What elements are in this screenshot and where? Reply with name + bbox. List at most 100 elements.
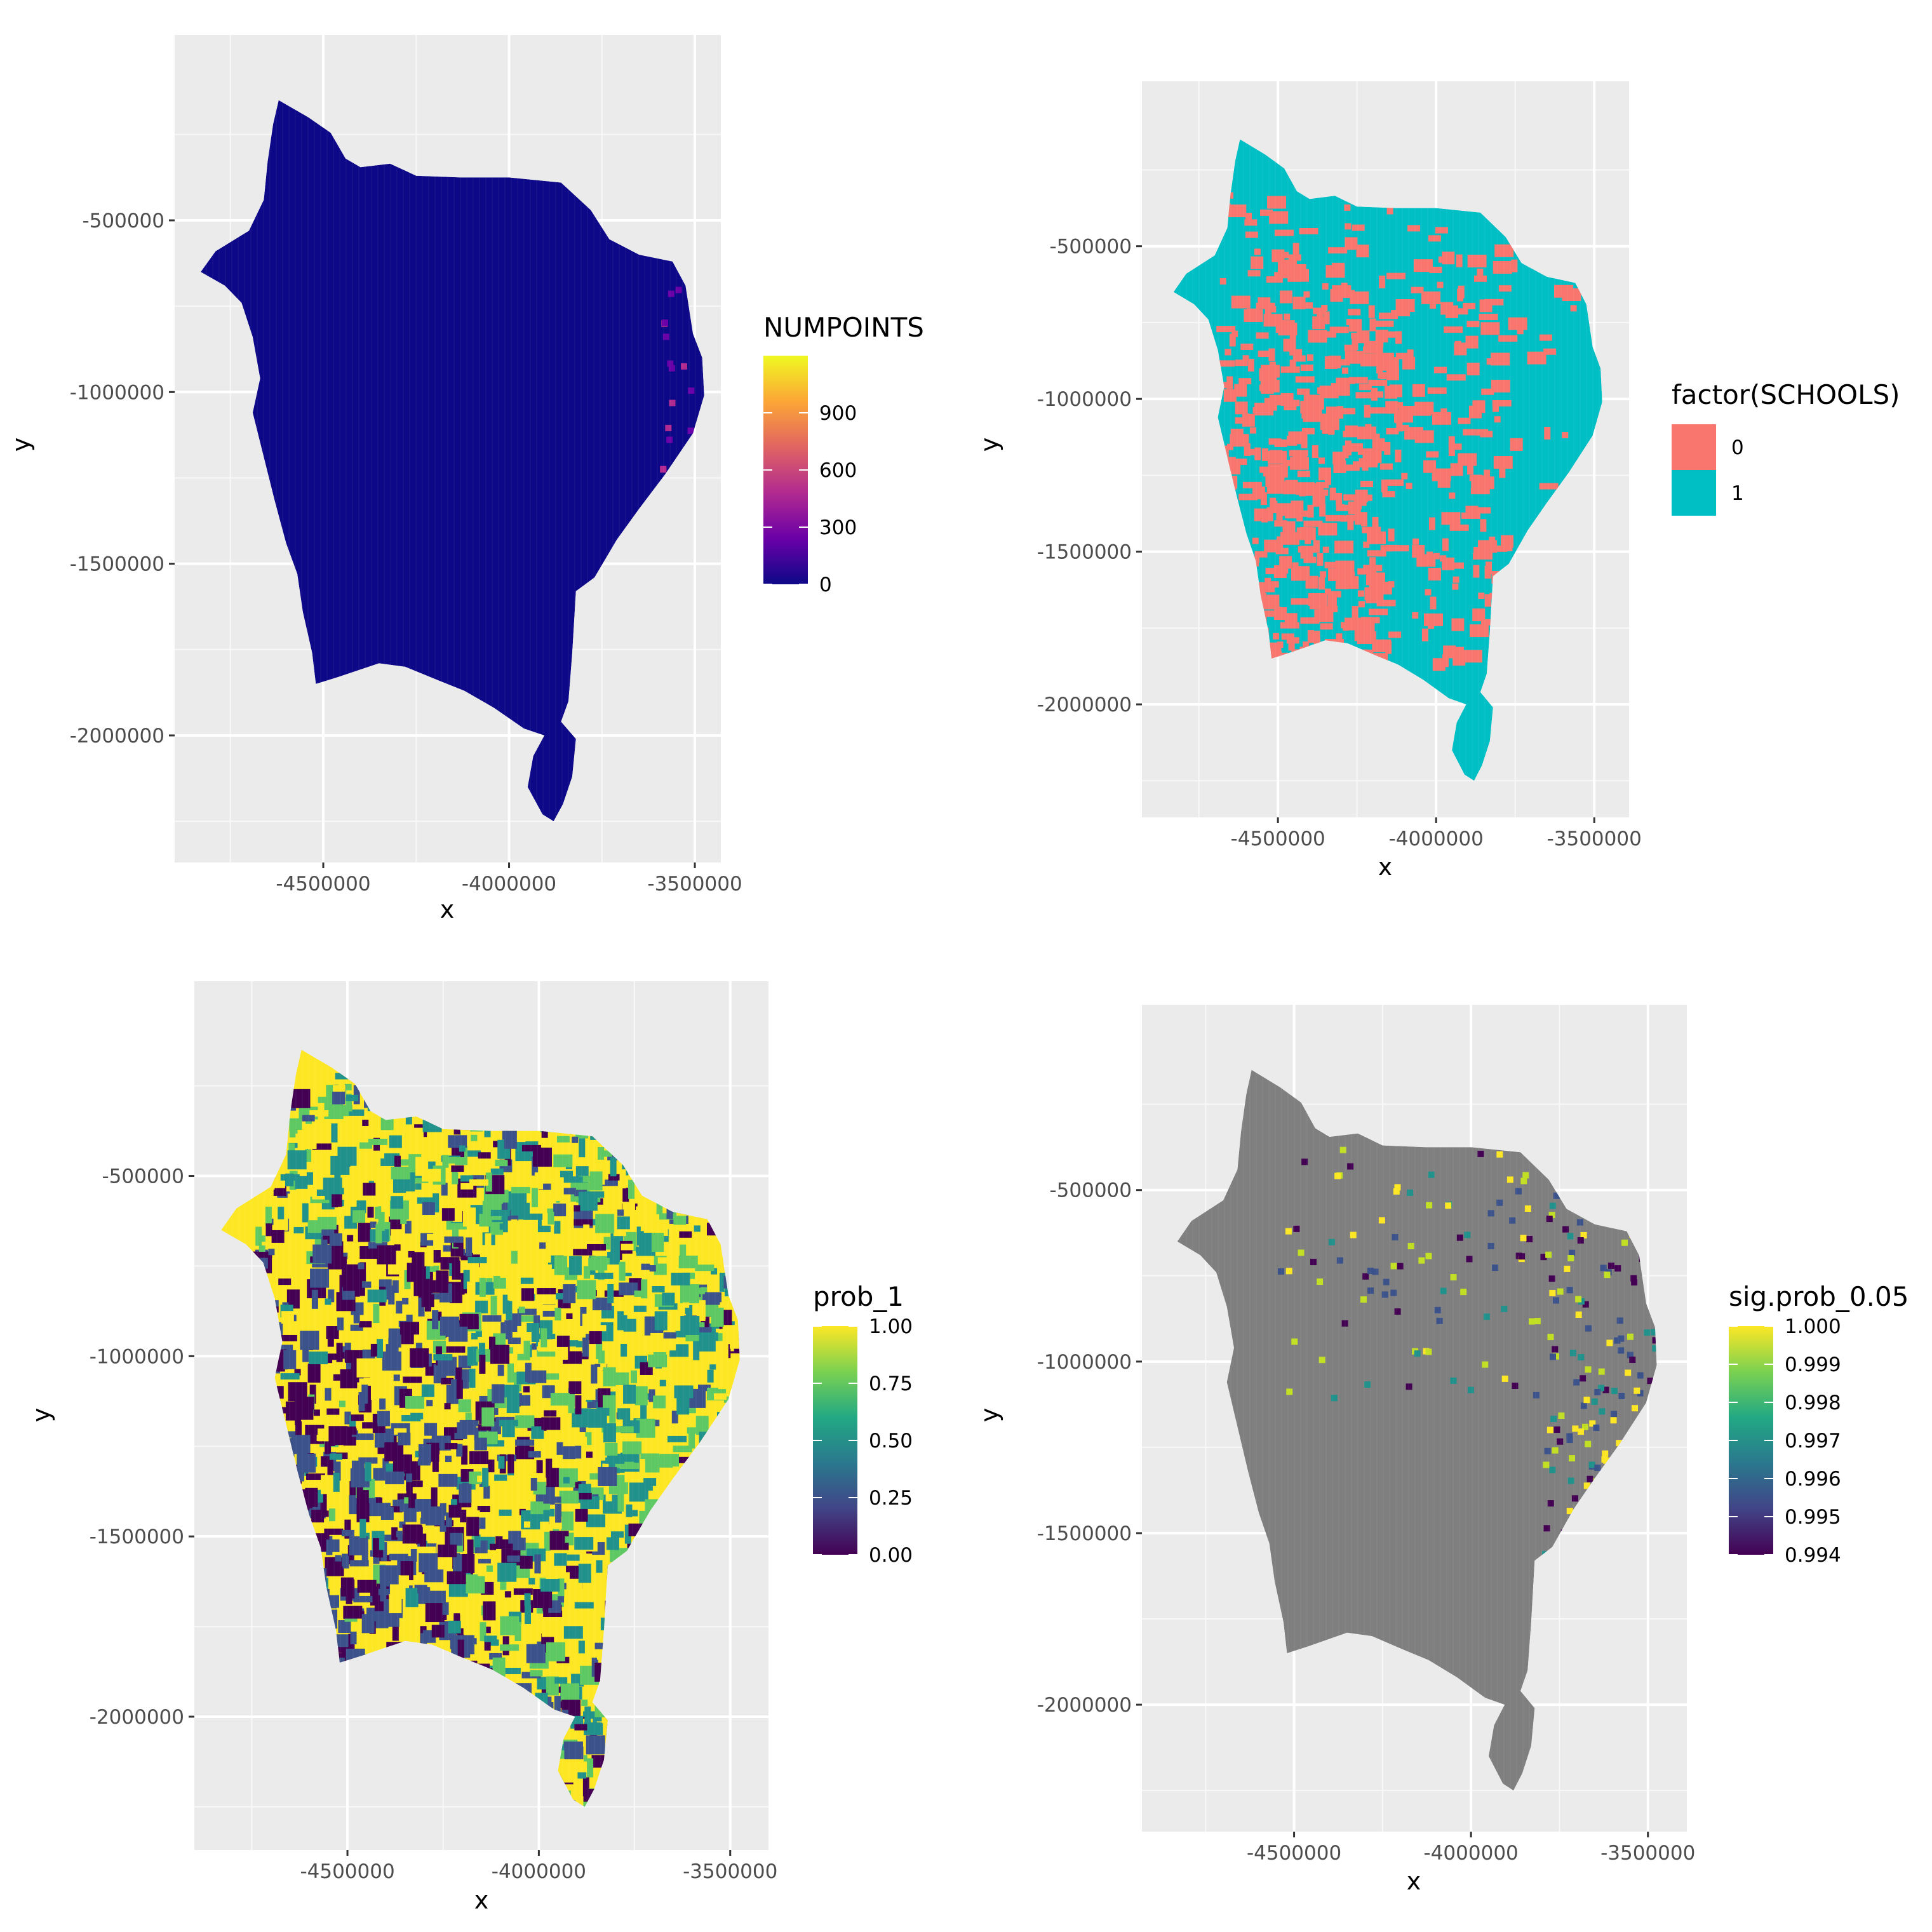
cell-sig-prob — [1392, 1234, 1399, 1241]
cell-prob-1 — [312, 1193, 332, 1200]
cell-schools-0 — [1317, 387, 1324, 394]
cell-prob-1 — [365, 1193, 379, 1207]
cell-schools-0 — [1517, 328, 1524, 335]
cell-sig-prob — [1564, 1265, 1571, 1272]
cell-sig-prob — [1425, 1252, 1432, 1259]
cell-prob-1 — [447, 1157, 467, 1164]
cell-prob-1 — [520, 1555, 533, 1569]
cell-schools-0 — [1308, 330, 1327, 343]
cell-schools-0 — [1243, 413, 1250, 420]
cell-prob-1 — [561, 1511, 574, 1531]
cell-prob-1 — [327, 1334, 334, 1347]
cell-schools-0 — [1284, 403, 1297, 410]
cell-prob-1 — [523, 1213, 543, 1220]
x-tick-label: -4500000 — [276, 873, 370, 896]
cell-sig-prob — [1524, 1205, 1531, 1212]
cell-prob-1 — [640, 1402, 647, 1421]
cell-schools-0 — [1390, 545, 1409, 552]
cell-schools-0 — [1256, 302, 1275, 309]
cell-schools-0 — [1368, 379, 1388, 386]
cell-prob-1 — [455, 1367, 462, 1381]
cell-prob-1 — [639, 1233, 652, 1252]
cell-schools-0 — [1362, 458, 1369, 471]
cell-schools-0 — [1292, 452, 1299, 465]
cell-prob-1 — [694, 1225, 701, 1232]
cell-sig-prob — [1552, 1297, 1559, 1304]
cell-schools-0 — [1372, 516, 1379, 530]
cell-sig-prob — [1520, 1235, 1527, 1242]
cell-prob-1 — [572, 1136, 579, 1143]
cell-prob-1 — [473, 1561, 480, 1581]
cell-prob-1 — [631, 1510, 638, 1517]
cell-prob-1 — [504, 1129, 517, 1149]
cell-sig-prob — [1621, 1239, 1628, 1246]
cell-prob-1 — [325, 1388, 332, 1401]
cell-schools-0 — [1268, 348, 1275, 361]
cell-prob-1 — [699, 1327, 712, 1334]
cell-prob-1 — [405, 1221, 412, 1234]
legend-break-label: 0.997 — [1785, 1430, 1841, 1452]
cell-schools-0 — [1292, 562, 1299, 569]
cell-prob-1 — [523, 1386, 530, 1393]
cell-schools-0 — [1463, 302, 1476, 309]
y-tick-label: -1000000 — [70, 381, 164, 404]
cell-schools-0 — [1402, 356, 1416, 370]
cell-prob-1 — [447, 1223, 467, 1230]
cell-prob-1 — [367, 1289, 387, 1303]
cell-schools-0 — [1307, 630, 1314, 643]
cell-prob-1 — [622, 1202, 635, 1215]
cell-prob-1 — [358, 1263, 365, 1270]
cell-schools-0 — [1252, 407, 1259, 414]
cell-prob-1 — [615, 1461, 634, 1468]
cell-prob-1 — [693, 1341, 700, 1360]
cell-prob-1 — [460, 1260, 480, 1273]
cell-prob-1 — [489, 1653, 502, 1660]
legend-key-swatch — [1672, 424, 1716, 470]
cell-prob-1 — [547, 1212, 554, 1225]
cell-sig-prob — [1593, 1425, 1600, 1432]
cell-prob-1 — [467, 1281, 474, 1301]
cell-schools-0 — [1336, 290, 1355, 297]
cell-schools-0 — [1395, 299, 1415, 312]
cell-prob-1 — [370, 1343, 377, 1357]
cell-prob-1 — [339, 1400, 345, 1407]
cell-schools-0 — [1434, 366, 1447, 373]
cell-schools-0 — [1336, 492, 1343, 506]
cell-sig-prob — [1627, 1333, 1634, 1340]
cell-prob-1 — [707, 1369, 714, 1383]
cell-schools-0 — [1336, 377, 1355, 384]
cell-schools-0 — [1298, 546, 1317, 553]
cell-prob-1 — [446, 1571, 466, 1585]
cell-sig-prob — [1548, 1212, 1555, 1219]
cell-prob-1 — [325, 1441, 332, 1454]
cell-schools-0 — [1230, 429, 1244, 436]
cell-schools-0 — [1345, 577, 1352, 584]
cell-schools-0 — [1345, 237, 1358, 250]
cell-prob-1 — [396, 1531, 403, 1538]
cell-sig-prob — [1606, 1339, 1613, 1346]
cell-prob-1 — [490, 1345, 510, 1364]
cell-prob-1 — [611, 1531, 624, 1538]
cell-schools-0 — [1332, 262, 1345, 276]
legend-key-swatch — [1672, 470, 1716, 516]
cell-prob-1 — [514, 1225, 527, 1238]
cell-schools-0 — [1360, 353, 1380, 366]
cell-prob-1 — [490, 1252, 497, 1259]
cell-schools-0 — [1452, 583, 1459, 590]
legend-break-label: 0 — [819, 574, 832, 596]
cell-sig-prob — [1378, 1217, 1385, 1224]
cell-schools-0 — [1229, 333, 1236, 347]
cell-prob-1 — [526, 1644, 546, 1663]
cell-prob-1 — [605, 1457, 625, 1464]
cell-prob-1 — [475, 1300, 488, 1313]
cell-schools-0 — [1281, 633, 1294, 640]
cell-schools-0 — [1371, 391, 1384, 398]
cell-prob-1 — [439, 1316, 459, 1336]
cell-prob-1 — [600, 1357, 607, 1371]
cell-schools-0 — [1369, 557, 1376, 570]
cell-prob-1 — [310, 1197, 330, 1204]
cell-prob-1 — [316, 1510, 329, 1517]
cell-schools-0 — [1477, 268, 1484, 281]
cell-schools-0 — [1484, 594, 1491, 607]
cell-prob-1 — [589, 1171, 603, 1191]
